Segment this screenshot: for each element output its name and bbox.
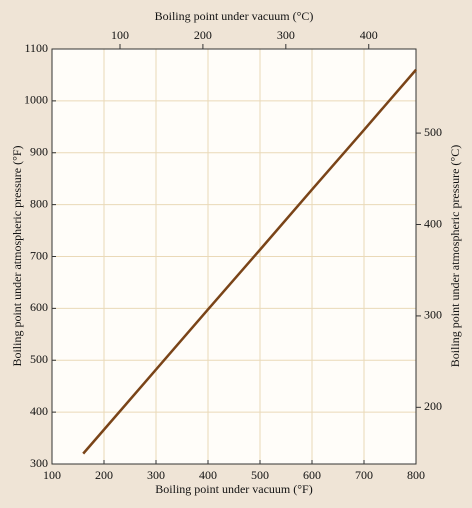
y2-tick-label: 500 [424, 125, 442, 139]
x-tick-label: 500 [251, 468, 269, 482]
y-tick-label: 500 [30, 352, 48, 366]
x-tick-label: 300 [147, 468, 165, 482]
y-tick-label: 600 [30, 300, 48, 314]
x2-tick-label: 300 [277, 28, 295, 42]
y-tick-label: 400 [30, 404, 48, 418]
y-tick-label: 1000 [24, 93, 48, 107]
data-line [82, 68, 417, 455]
y-tick-label: 900 [30, 145, 48, 159]
x-tick-label: 600 [303, 468, 321, 482]
y-tick-label: 300 [30, 456, 48, 470]
x-tick-label: 800 [407, 468, 425, 482]
x-tick-label: 200 [95, 468, 113, 482]
x2-tick-label: 400 [360, 28, 378, 42]
y-tick-label: 800 [30, 196, 48, 210]
x2-tick-label: 200 [194, 28, 212, 42]
x-tick-label: 400 [199, 468, 217, 482]
y-tick-label: 1100 [24, 41, 48, 55]
x-axis-label: Boiling point under vacuum (°F) [155, 482, 312, 496]
y2-axis-label: Boiling point under atmospheric pressure… [448, 145, 462, 367]
x2-tick-label: 100 [111, 28, 129, 42]
y-axis-label: Boiling point under atmospheric pressure… [10, 145, 24, 366]
plot-frame [51, 48, 417, 465]
y2-tick-label: 200 [424, 399, 442, 413]
y2-tick-label: 400 [424, 216, 442, 230]
x-tick-label: 700 [355, 468, 373, 482]
y2-tick-label: 300 [424, 308, 442, 322]
x2-axis-label: Boiling point under vacuum (°C) [155, 9, 314, 23]
x-tick-label: 100 [43, 468, 61, 482]
y-tick-label: 700 [30, 248, 48, 262]
